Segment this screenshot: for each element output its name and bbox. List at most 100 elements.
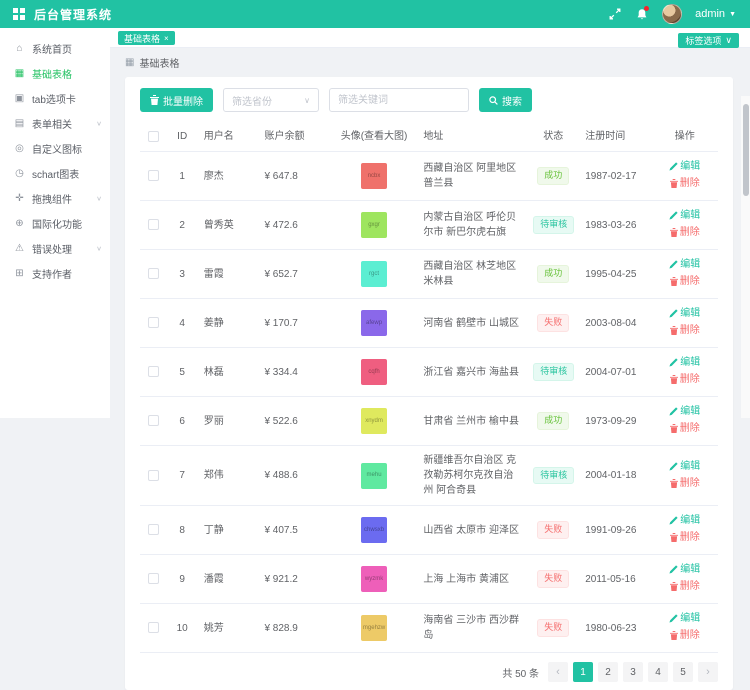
delete-label: 删除	[680, 530, 700, 545]
sidebar-item[interactable]: ◎ 自定义图标 ∨	[0, 136, 110, 161]
delete-button[interactable]: 删除	[670, 176, 700, 191]
sidebar-item[interactable]: ✛ 拖拽组件 ∨	[0, 186, 110, 211]
user-avatar-thumbnail[interactable]: chwsxb	[361, 517, 387, 543]
cell-username: 雷霞	[198, 250, 259, 299]
delete-button[interactable]: 删除	[670, 628, 700, 643]
pencil-icon	[669, 309, 678, 318]
edit-button[interactable]: 编辑	[669, 355, 700, 370]
province-select[interactable]: 筛选省份 ∨	[223, 88, 319, 112]
table-toolbar: 批量删除 筛选省份 ∨ 搜索	[140, 88, 718, 112]
table-icon: ▦	[125, 57, 134, 68]
cell-username: 姚芳	[198, 604, 259, 653]
cell-id: 1	[167, 152, 198, 201]
sidebar-item[interactable]: ▣ tab选项卡 ∨	[0, 86, 110, 111]
user-avatar-thumbnail[interactable]: afewp	[361, 310, 387, 336]
user-avatar-thumbnail[interactable]: mehu	[361, 463, 387, 489]
trash-icon	[670, 179, 678, 188]
sidebar-item-icon: ⚠	[13, 243, 26, 254]
sidebar-item-label: 支持作者	[32, 266, 72, 281]
keyword-input[interactable]	[329, 88, 469, 112]
row-checkbox[interactable]	[148, 268, 159, 279]
table-row: 1 廖杰 ¥ 647.8 ncbx 西藏自治区 阿里地区 普兰县 成功 1987…	[140, 152, 718, 201]
select-all-checkbox[interactable]	[148, 131, 159, 142]
user-avatar[interactable]	[662, 4, 682, 24]
row-checkbox[interactable]	[148, 470, 159, 481]
edit-button[interactable]: 编辑	[669, 611, 700, 626]
cell-id: 10	[167, 604, 198, 653]
page-button[interactable]: ›	[698, 662, 718, 682]
sidebar-item[interactable]: ⚠ 错误处理 ∨	[0, 236, 110, 261]
cell-register-date: 2003-08-04	[579, 299, 651, 348]
edit-button[interactable]: 编辑	[669, 159, 700, 174]
sidebar-item[interactable]: ⊞ 支持作者 ∨	[0, 261, 110, 286]
row-checkbox[interactable]	[148, 219, 159, 230]
delete-button[interactable]: 删除	[670, 274, 700, 289]
sidebar-item-icon: ✛	[13, 193, 26, 204]
close-icon[interactable]: ×	[164, 34, 169, 43]
page-button[interactable]: 5	[673, 662, 693, 682]
user-avatar-thumbnail[interactable]: cqfh	[361, 359, 387, 385]
row-checkbox[interactable]	[148, 573, 159, 584]
user-menu[interactable]: admin ▼	[695, 8, 736, 20]
row-checkbox[interactable]	[148, 170, 159, 181]
page-button[interactable]: 4	[648, 662, 668, 682]
delete-button[interactable]: 删除	[670, 372, 700, 387]
edit-button[interactable]: 编辑	[669, 459, 700, 474]
trash-icon	[670, 479, 678, 488]
batch-delete-button[interactable]: 批量删除	[140, 88, 213, 112]
page-button[interactable]: 3	[623, 662, 643, 682]
user-avatar-thumbnail[interactable]: ncbx	[361, 163, 387, 189]
row-checkbox[interactable]	[148, 524, 159, 535]
cell-address: 河南省 鹤壁市 山城区	[417, 299, 527, 348]
delete-button[interactable]: 删除	[670, 579, 700, 594]
row-checkbox[interactable]	[148, 366, 159, 377]
delete-button[interactable]: 删除	[670, 530, 700, 545]
row-checkbox[interactable]	[148, 622, 159, 633]
sidebar-item-icon: ⊕	[13, 218, 26, 229]
tab-basic-table[interactable]: 基础表格 ×	[118, 31, 175, 45]
user-avatar-thumbnail[interactable]: rgct	[361, 261, 387, 287]
fullscreen-icon[interactable]	[608, 7, 622, 21]
user-avatar-thumbnail[interactable]: xnydm	[361, 408, 387, 434]
delete-button[interactable]: 删除	[670, 421, 700, 436]
status-badge: 失败	[537, 619, 569, 637]
sidebar-item[interactable]: ◷ schart图表 ∨	[0, 161, 110, 186]
sidebar-item[interactable]: ⌂ 系统首页 ∨	[0, 36, 110, 61]
user-avatar-thumbnail[interactable]: wyzmk	[361, 566, 387, 592]
edit-label: 编辑	[680, 404, 700, 419]
delete-button[interactable]: 删除	[670, 225, 700, 240]
chevron-down-icon: ∨	[725, 35, 732, 46]
user-avatar-thumbnail[interactable]: mgehzw	[361, 615, 387, 641]
breadcrumb: ▦ 基础表格	[125, 55, 750, 70]
delete-button[interactable]: 删除	[670, 323, 700, 338]
row-checkbox[interactable]	[148, 317, 159, 328]
user-avatar-thumbnail[interactable]: gxgr	[361, 212, 387, 238]
edit-button[interactable]: 编辑	[669, 306, 700, 321]
cell-id: 9	[167, 555, 198, 604]
cell-balance: ¥ 647.8	[258, 152, 330, 201]
bell-icon[interactable]	[635, 7, 649, 21]
edit-button[interactable]: 编辑	[669, 513, 700, 528]
cell-id: 4	[167, 299, 198, 348]
sidebar-item[interactable]: ▤ 表单相关 ∨	[0, 111, 110, 136]
status-badge: 待审核	[533, 216, 574, 234]
edit-button[interactable]: 编辑	[669, 404, 700, 419]
sidebar-item[interactable]: ⊕ 国际化功能 ∨	[0, 211, 110, 236]
sidebar-item[interactable]: ▦ 基础表格 ∨	[0, 61, 110, 86]
page-button[interactable]: ‹	[548, 662, 568, 682]
sidebar-item-label: schart图表	[32, 166, 79, 181]
scrollbar[interactable]	[741, 96, 750, 418]
search-button[interactable]: 搜索	[479, 88, 532, 112]
trash-icon	[670, 631, 678, 640]
table-row: 5 林磊 ¥ 334.4 cqfh 浙江省 嘉兴市 海盐县 待审核 2004-0…	[140, 348, 718, 397]
edit-button[interactable]: 编辑	[669, 257, 700, 272]
delete-button[interactable]: 删除	[670, 476, 700, 491]
cell-balance: ¥ 472.6	[258, 201, 330, 250]
scrollbar-thumb[interactable]	[743, 104, 749, 196]
page-button[interactable]: 1	[573, 662, 593, 682]
row-checkbox[interactable]	[148, 415, 159, 426]
edit-button[interactable]: 编辑	[669, 562, 700, 577]
tag-options-button[interactable]: 标签选项 ∨	[678, 33, 739, 48]
page-button[interactable]: 2	[598, 662, 618, 682]
edit-button[interactable]: 编辑	[669, 208, 700, 223]
